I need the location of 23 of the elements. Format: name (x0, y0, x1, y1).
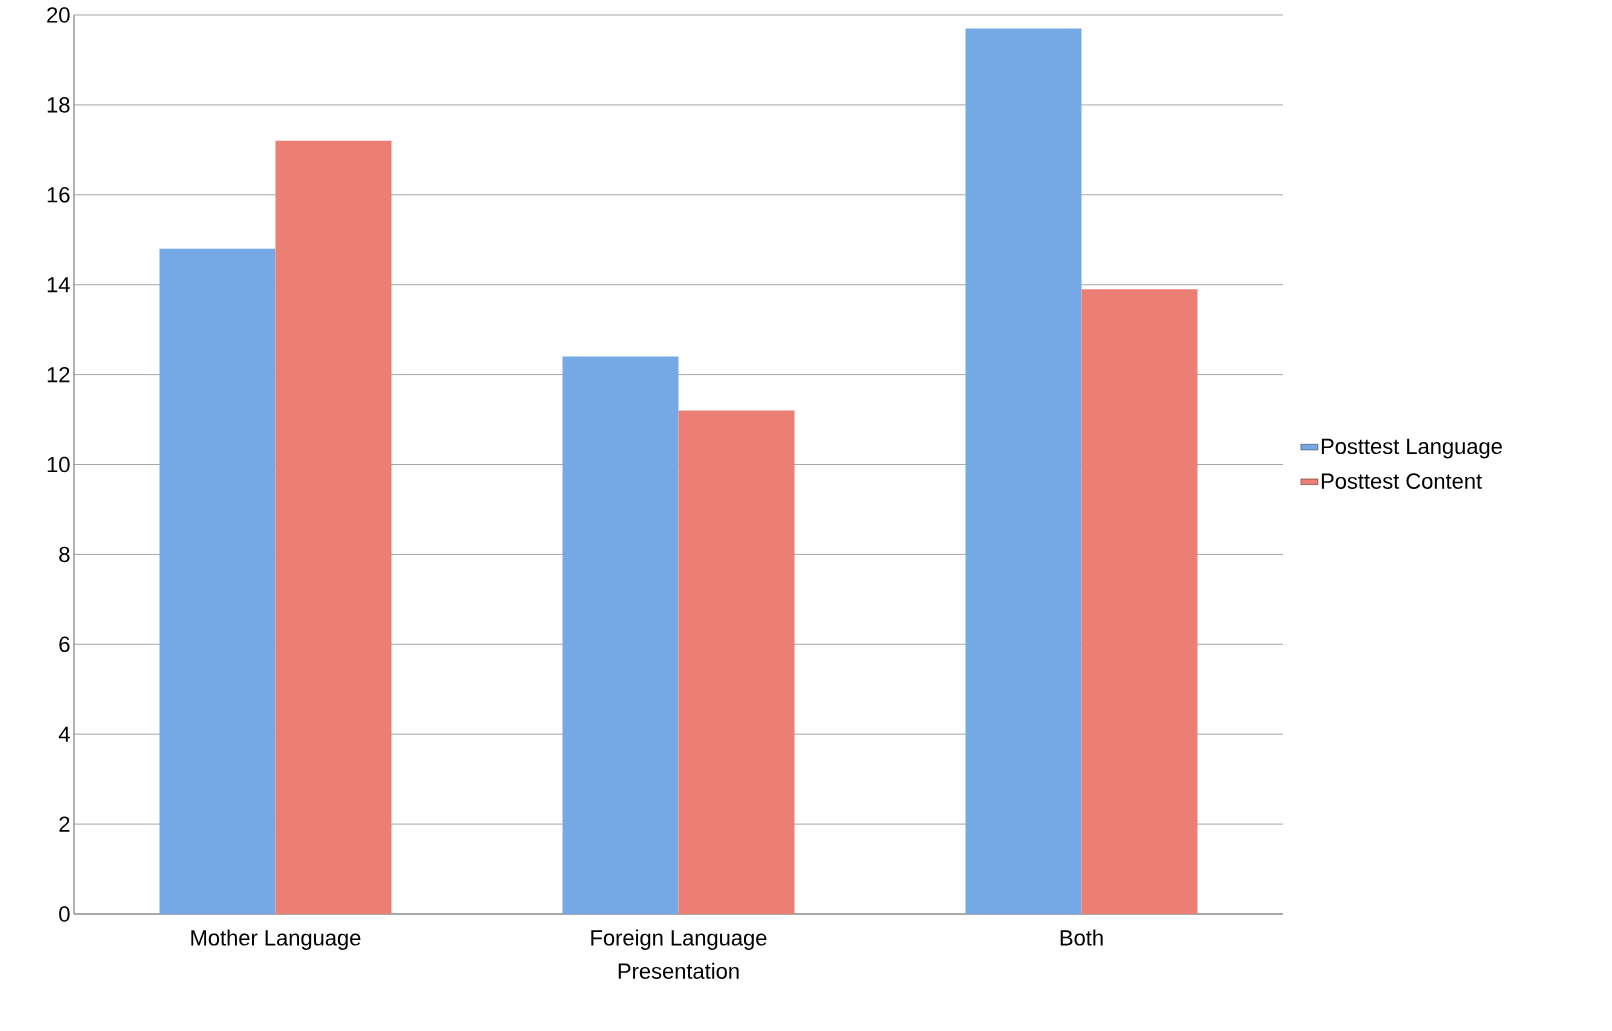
bar (562, 356, 679, 914)
bar (965, 28, 1082, 914)
y-tick-label: 6 (59, 636, 70, 653)
bar (1081, 289, 1198, 914)
y-tick-label: 12 (47, 366, 70, 383)
x-tick-label: Both (1060, 929, 1103, 946)
y-tick-label: 4 (58, 726, 70, 742)
legend-label: Posttest Language (1321, 438, 1502, 459)
y-tick-label: 10 (47, 456, 70, 473)
y-tick-label: 18 (47, 97, 70, 113)
bar (275, 140, 392, 914)
x-tick-label: Foreign Language (591, 929, 767, 950)
y-tick-label: 0 (59, 906, 70, 922)
y-tick-label: 20 (47, 7, 70, 23)
y-tick-label: 8 (59, 546, 70, 563)
bar (159, 248, 276, 914)
y-tick-label: 2 (59, 816, 70, 832)
x-axis-title: Presentation (618, 962, 739, 979)
y-tick-label: 16 (47, 187, 70, 203)
x-tick-label: Mother Language (191, 929, 361, 950)
bar (678, 410, 795, 914)
y-tick-label: 14 (47, 277, 70, 293)
legend-label: Posttest Content (1321, 473, 1482, 489)
